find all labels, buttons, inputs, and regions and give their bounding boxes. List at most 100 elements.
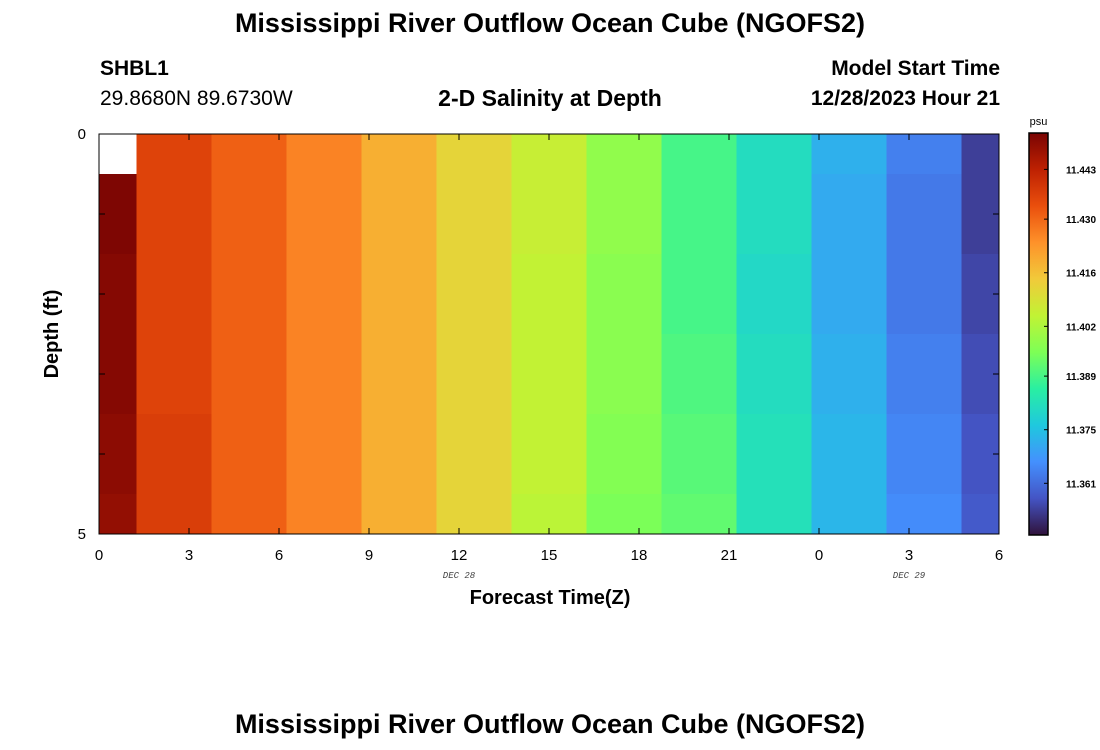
heatmap-cell [736,494,812,535]
colorbar-unit: psu [1030,116,1048,128]
heatmap-cell [511,454,587,495]
heatmap-cell [361,454,437,495]
heatmap-cell [286,254,362,295]
x-tick-label: 9 [365,547,373,564]
colorbar-tick-label: 11.361 [1066,479,1096,490]
heatmap-cell [811,214,887,255]
heatmap-cell [511,334,587,375]
heatmap-cell [811,374,887,415]
station-id: SHBL1 [100,57,169,80]
colorbar-scale [1028,132,1049,536]
heatmap-cell [286,454,362,495]
heatmap-cell [436,414,512,455]
heatmap-cell [961,374,1000,415]
x-tick-label: 0 [815,547,823,564]
x-tick-label: 0 [95,547,103,564]
x-tick-label: 18 [631,547,648,564]
x-axis-title: Forecast Time(Z) [470,587,631,609]
x-tick-label: 12 [451,547,468,564]
heatmap-cell [661,134,737,175]
heatmap-cell [361,254,437,295]
heatmap-cell [961,494,1000,535]
heatmap-cell [136,374,212,415]
colorbar: psu 11.443 11.430 11.416 11.402 11.389 11.375 1… [1028,116,1096,536]
station-coords: 29.8680N 89.6730W [100,87,293,110]
heatmap-cell [586,414,662,455]
heatmap-cell [811,134,887,175]
heatmap-cell [99,414,137,455]
heatmap-cell [586,214,662,255]
heatmap-cell [886,214,962,255]
heatmap-cell [886,254,962,295]
x-tick-label: 6 [995,547,1003,564]
heatmap-cell [136,454,212,495]
heatmap-cell [361,174,437,215]
heatmap-cell [511,374,587,415]
heatmap-cell [211,334,287,375]
heatmap-cell [511,294,587,335]
x-tick-label: 21 [721,547,738,564]
heatmap-cell [586,494,662,535]
heatmap-cell [99,294,137,335]
heatmap-cell [736,174,812,215]
heatmap-cell [961,414,1000,455]
page-title: Mississippi River Outflow Ocean Cube (NG… [234,8,866,38]
colorbar-tick-label: 11.402 [1066,322,1096,333]
heatmap-cell [361,134,437,175]
heatmap-cell [586,294,662,335]
heatmap-cell [886,494,962,535]
heatmap-cell [99,174,137,215]
heatmap-cell [436,454,512,495]
heatmap-cell [661,414,737,455]
heatmap-cell [511,214,587,255]
heatmap-cell [436,374,512,415]
heatmap-cell [661,294,737,335]
x-tick-label: 3 [905,547,913,564]
heatmap-cell [436,174,512,215]
heatmap-cell [511,174,587,215]
colorbar-tick-label: 11.430 [1066,215,1096,226]
heatmap-cell [661,214,737,255]
heatmap-cell [211,494,287,535]
colorbar-tick-label: 11.416 [1066,269,1096,280]
heatmap-cell [511,134,587,175]
heatmap-cell [436,134,512,175]
heatmap-cell [811,414,887,455]
heatmap-cell [961,334,1000,375]
plot-subtitle: 2-D Salinity at Depth [438,85,662,111]
heatmap-cell [961,134,1000,175]
heatmap-cell [511,254,587,295]
heatmap-cell [586,174,662,215]
heatmap-cell [886,294,962,335]
heatmap-cell [136,134,212,175]
heatmap-cell [886,454,962,495]
heatmap-cells [99,134,1000,535]
heatmap-cell [886,414,962,455]
heatmap-cell [99,374,137,415]
heatmap-cell [286,174,362,215]
heatmap-cell [586,374,662,415]
heatmap-cell [99,214,137,255]
heatmap-cell [736,374,812,415]
heatmap-cell [286,374,362,415]
y-axis-title: Depth (ft) [41,290,63,379]
heatmap-cell [286,334,362,375]
heatmap-cell [661,374,737,415]
heatmap-cell [286,294,362,335]
colorbar-tick-label: 11.389 [1066,372,1096,383]
y-tick-label: 0 [78,126,86,143]
heatmap-cell [586,454,662,495]
x-date-label: DEC 28 [443,571,476,581]
heatmap-cell [736,414,812,455]
heatmap-cell [211,214,287,255]
heatmap-cell [961,454,1000,495]
heatmap-cell [99,254,137,295]
heatmap-cell [811,174,887,215]
heatmap-cell [961,254,1000,295]
heatmap-cell [586,134,662,175]
model-start-value: 12/28/2023 Hour 21 [810,87,1000,110]
heatmap-cell [99,494,137,535]
heatmap-cell [436,294,512,335]
heatmap-cell [736,334,812,375]
